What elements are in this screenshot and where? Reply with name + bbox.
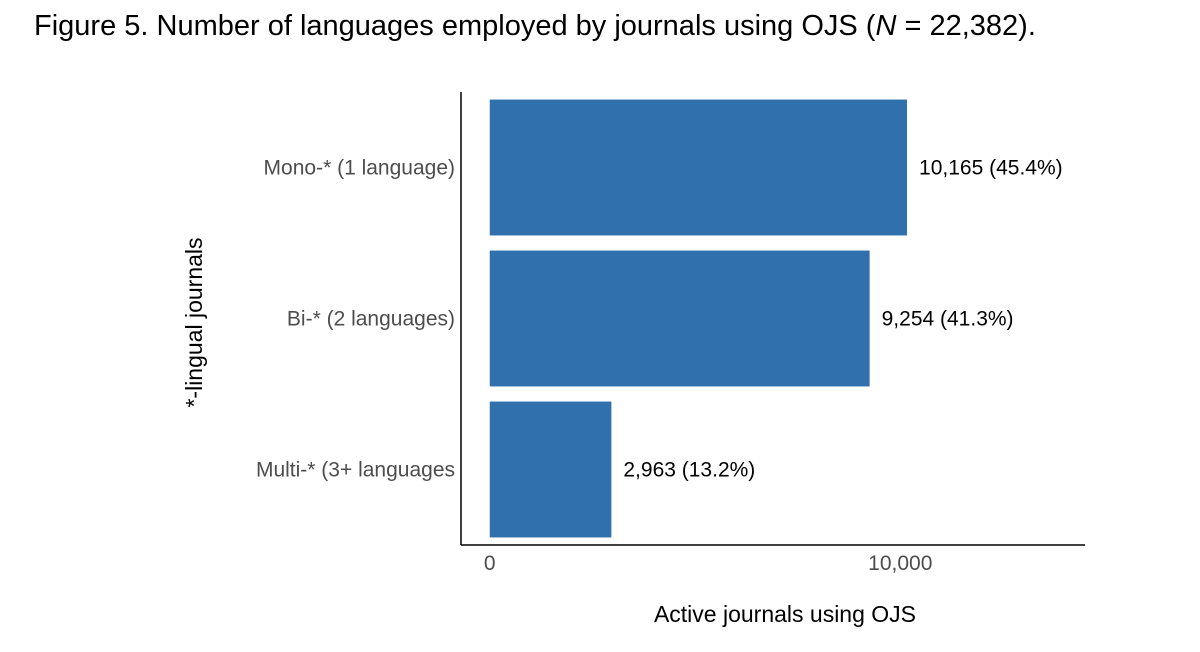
figure-title: Figure 5. Number of languages employed b… <box>34 10 1036 43</box>
bars-group <box>489 99 908 538</box>
x-tick-label-1: 0 <box>484 552 496 575</box>
data-label-1: 10,165 (45.4%) <box>919 157 1063 180</box>
category-label-2: Bi-* (2 languages) <box>287 308 455 331</box>
category-labels: Mono-* (1 language) Bi-* (2 languages) Mul… <box>256 157 455 482</box>
x-axis-ticks: 0 10,000 <box>484 552 932 575</box>
category-label-1: Mono-* (1 language) <box>264 157 455 180</box>
x-tick-label-2: 10,000 <box>868 552 932 575</box>
data-label-3: 2,963 (13.2%) <box>623 459 755 482</box>
data-label-2: 9,254 (41.3%) <box>882 308 1014 331</box>
x-axis-title: Active journals using OJS <box>654 601 916 627</box>
bar-2 <box>489 250 870 387</box>
figure-title-suffix: = 22,382). <box>896 10 1036 42</box>
bar-3 <box>489 401 612 538</box>
figure-title-prefix: Figure 5. Number of languages employed b… <box>34 10 876 42</box>
y-axis-title: *-lingual journals <box>181 237 207 407</box>
category-label-3: Multi-* (3+ languages <box>256 459 455 482</box>
data-labels: 10,165 (45.4%) 9,254 (41.3%) 2,963 (13.2%) <box>623 157 1062 482</box>
bar-1 <box>489 99 908 236</box>
figure-title-n: N <box>875 10 897 42</box>
